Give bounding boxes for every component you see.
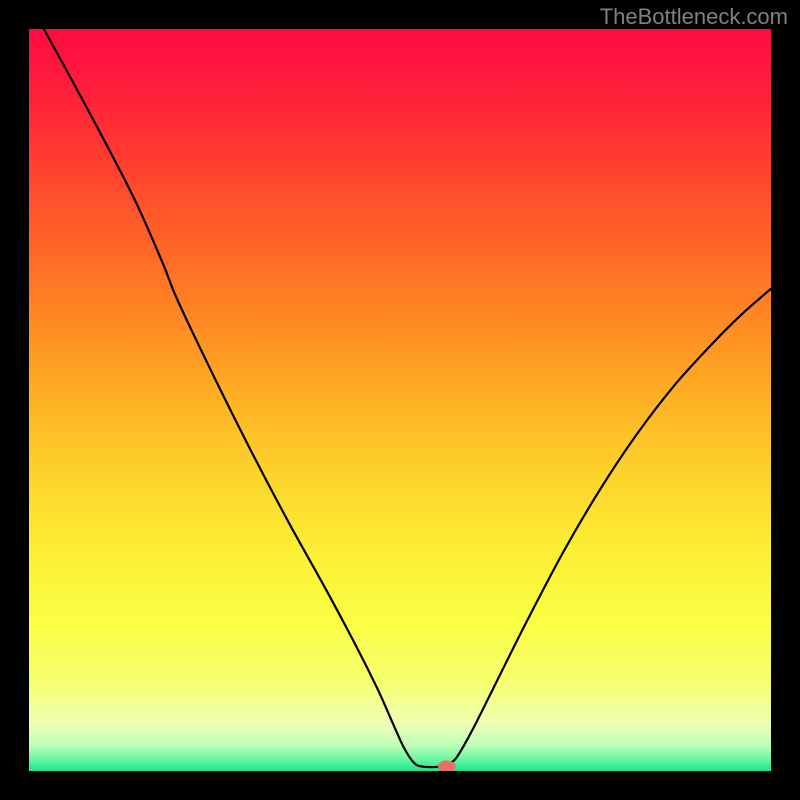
watermark-text: TheBottleneck.com <box>600 4 788 30</box>
chart-frame: TheBottleneck.com <box>0 0 800 800</box>
gradient-background <box>29 29 771 771</box>
bottleneck-chart <box>29 29 771 771</box>
